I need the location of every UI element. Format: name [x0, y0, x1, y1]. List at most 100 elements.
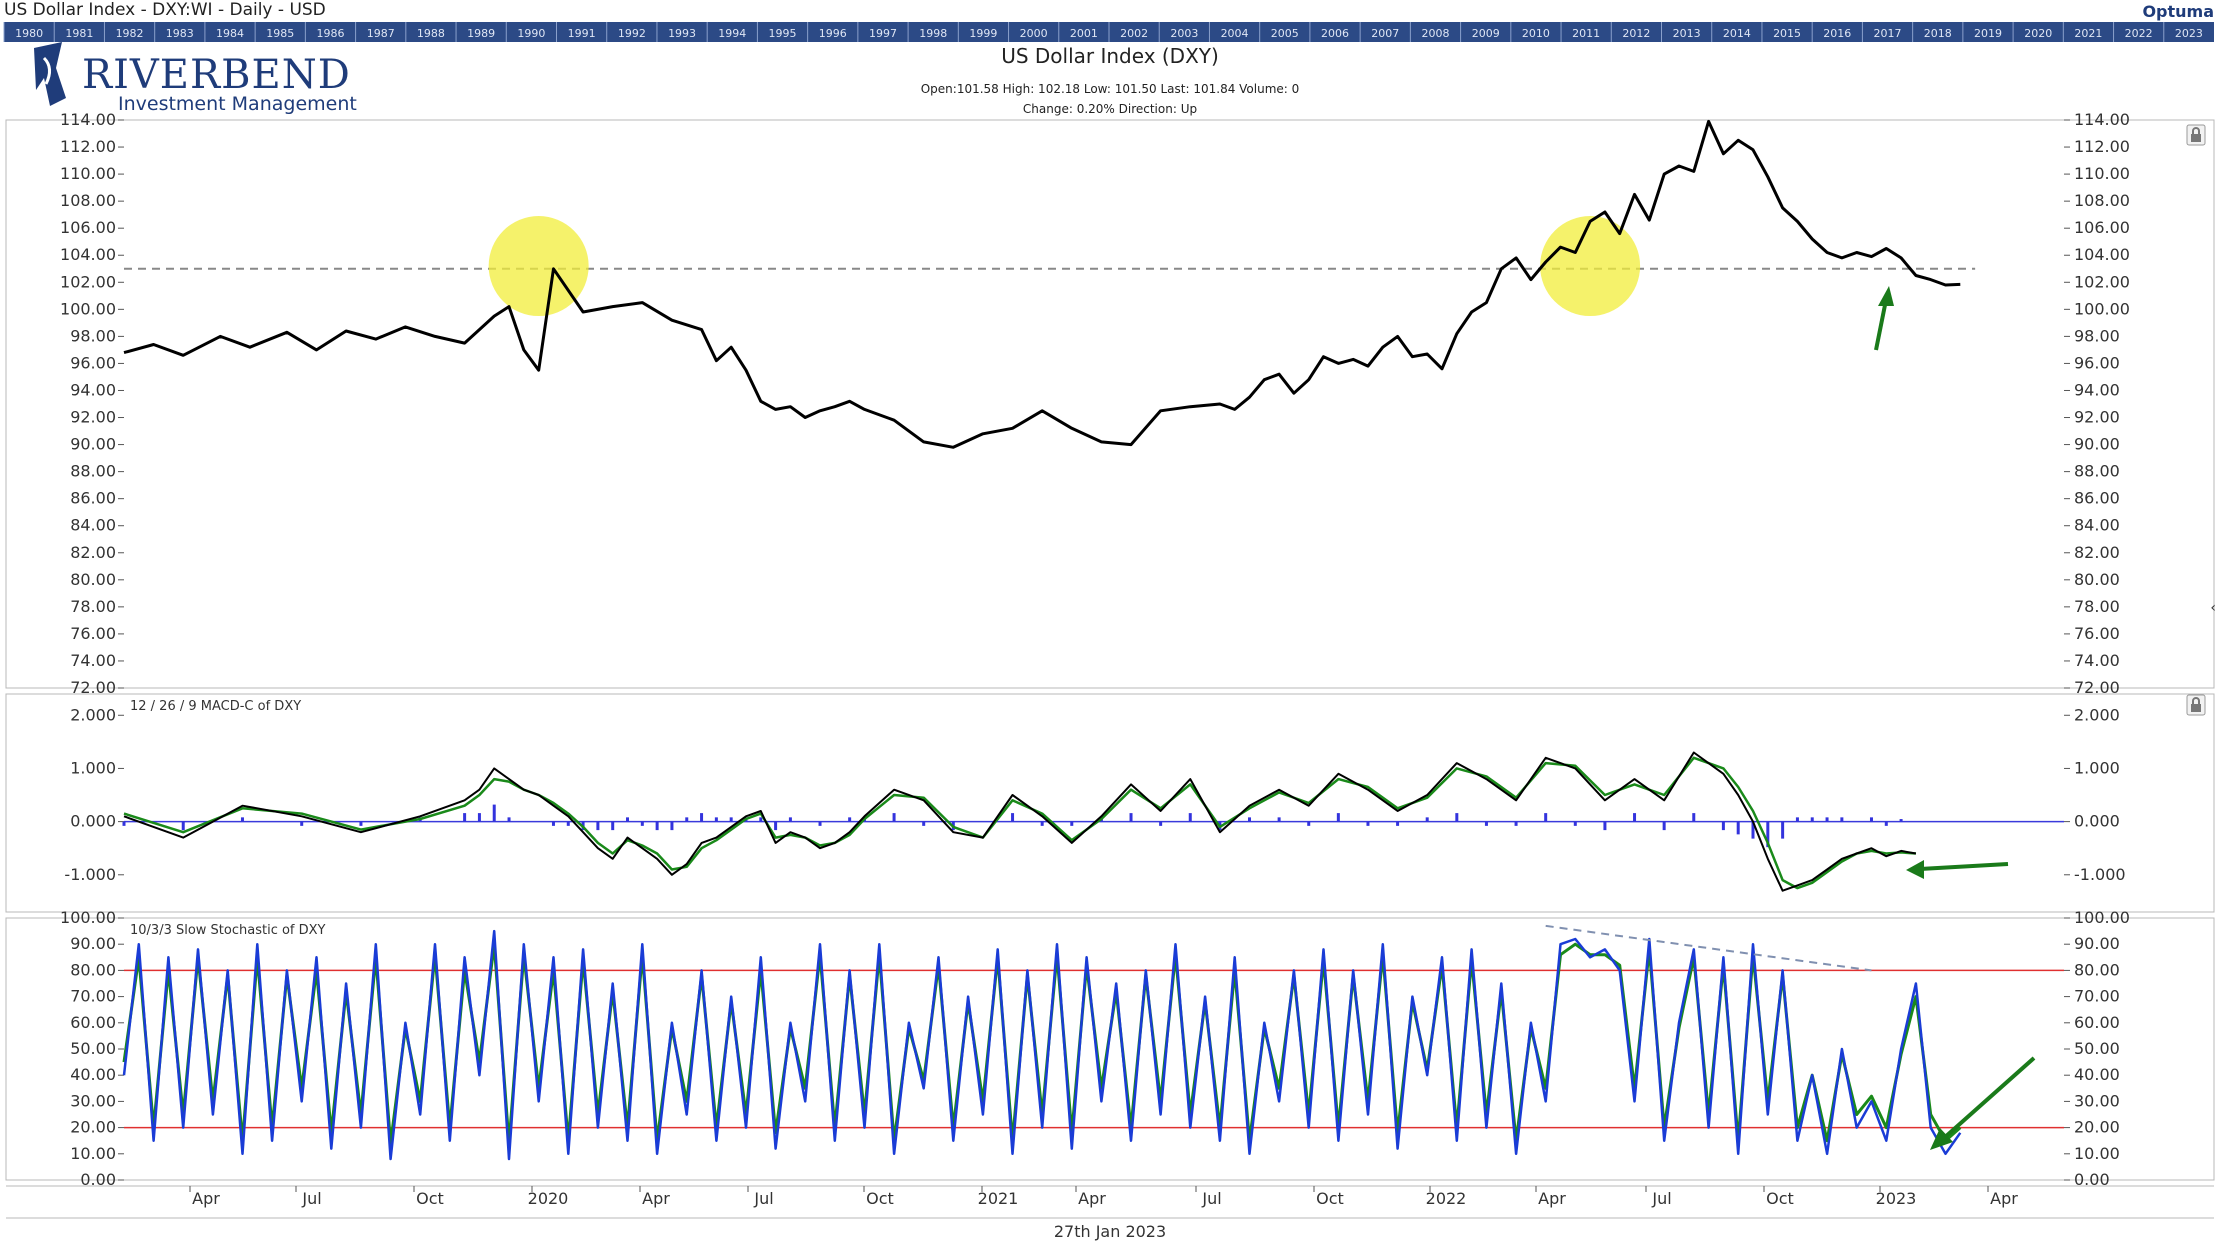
x-axis-tick-label: Apr	[1990, 1189, 2018, 1208]
stoch-axis-left-tick-label: 60.00	[70, 1013, 116, 1032]
timeline-year-label: 2002	[1120, 27, 1148, 40]
footer-date: 27th Jan 2023	[1053, 1222, 1167, 1241]
price-axis-left-tick-label: 96.00	[70, 353, 116, 372]
price-axis-right-tick-label: 92.00	[2074, 408, 2120, 427]
timeline-year-label: 1998	[919, 27, 947, 40]
x-axis-tick-label: Apr	[1078, 1189, 1106, 1208]
price-axis-right-tick-label: 106.00	[2074, 218, 2130, 237]
price-axis-right-tick-label: 102.00	[2074, 272, 2130, 291]
stoch-axis-left-tick-label: 20.00	[70, 1118, 116, 1137]
stoch-axis-left-tick-label: 100.00	[60, 908, 116, 927]
brand-logo-icon	[34, 42, 66, 106]
timeline-year-label: 2020	[2024, 27, 2052, 40]
timeline-year-label: 2019	[1974, 27, 2002, 40]
price-axis-right-tick-label: 80.00	[2074, 570, 2120, 589]
stoch-axis-left-tick-label: 90.00	[70, 934, 116, 953]
stoch-arrow-head	[1930, 1128, 1953, 1150]
stoch-axis-left-tick-label: 10.00	[70, 1144, 116, 1163]
timeline-year-label: 1991	[568, 27, 596, 40]
stoch-axis-right-tick-label: 100.00	[2074, 908, 2130, 927]
price-axis-right-tick-label: 98.00	[2074, 326, 2120, 345]
price-arrow-head	[1878, 286, 1894, 306]
price-axis-right-tick-label: 104.00	[2074, 245, 2130, 264]
stoch-axis-right-tick-label: 10.00	[2074, 1144, 2120, 1163]
expand-panel-icon[interactable]: ‹	[2210, 600, 2216, 616]
stoch-divergence-line	[1545, 924, 1872, 972]
timeline-year-label: 1988	[417, 27, 445, 40]
timeline-year-label: 2023	[2175, 27, 2203, 40]
lock-icon-price[interactable]	[2186, 124, 2206, 146]
timeline-year-label: 2013	[1673, 27, 1701, 40]
stoch-panel-title: 10/3/3 Slow Stochastic of DXY	[130, 923, 326, 938]
panel-frame-price	[5, 119, 2215, 689]
timeline-year-label: 1982	[116, 27, 144, 40]
timeline-year-label: 1995	[769, 27, 797, 40]
timeline-year-label: 2016	[1823, 27, 1851, 40]
timeline-year-label: 2018	[1924, 27, 1952, 40]
stoch-k-line	[122, 929, 1962, 1161]
timeline-year-label: 1985	[266, 27, 294, 40]
price-axis-left-tick-label: 74.00	[70, 651, 116, 670]
stoch-axis-left-tick-label: 70.00	[70, 987, 116, 1006]
price-arrow-shaft	[1874, 299, 1888, 351]
timeline-year-label: 2011	[1572, 27, 1600, 40]
lock-icon-macd[interactable]	[2186, 694, 2206, 716]
chart-title: US Dollar Index (DXY)	[1001, 44, 1219, 68]
timeline-year-label: 1983	[166, 27, 194, 40]
x-axis-tick-label: Oct	[416, 1189, 444, 1208]
stoch-axis-left-tick-label: 30.00	[70, 1091, 116, 1110]
macd-axis-left-tick-label: 2.000	[70, 705, 116, 724]
timeline-year-label: 2003	[1170, 27, 1198, 40]
timeline-year-label: 1997	[869, 27, 897, 40]
macd-line	[123, 751, 1917, 892]
price-axis-right-tick-label: 74.00	[2074, 651, 2120, 670]
price-series-line	[123, 119, 1961, 449]
timeline-year-label: 2006	[1321, 27, 1349, 40]
price-axis-right-tick-label: 88.00	[2074, 462, 2120, 481]
x-axis-tick-label: Oct	[1766, 1189, 1794, 1208]
timeline-year-label: 1981	[65, 27, 93, 40]
price-axis-left-tick-label: 72.00	[70, 678, 116, 697]
price-axis-left-tick-label: 104.00	[60, 245, 116, 264]
macd-axis-left-tick-label: -1.000	[64, 865, 116, 884]
x-axis-tick-label: Jul	[301, 1189, 321, 1208]
x-axis-tick-label: Apr	[192, 1189, 220, 1208]
timeline-year-label: 2022	[2125, 27, 2153, 40]
x-axis-tick-label: Jul	[1651, 1189, 1671, 1208]
x-axis-tick-label: 2022	[1426, 1189, 1467, 1208]
price-axis-right-tick-label: 94.00	[2074, 380, 2120, 399]
macd-axis-left-tick-label: 1.000	[70, 758, 116, 777]
price-axis-right-tick-label: 100.00	[2074, 299, 2130, 318]
x-axis-tick-label: 2023	[1876, 1189, 1917, 1208]
brand-name: RIVERBEND	[82, 52, 351, 98]
x-axis-tick-label: Oct	[866, 1189, 894, 1208]
vendor-logo: Optuma	[2142, 2, 2214, 21]
macd-signal-line	[123, 756, 1916, 890]
timeline-year-label: 2010	[1522, 27, 1550, 40]
price-axis-right-tick-label: 72.00	[2074, 678, 2120, 697]
stoch-axis-right-tick-label: 60.00	[2074, 1013, 2120, 1032]
timeline-year-label: 1996	[819, 27, 847, 40]
timeline-year-label: 2007	[1371, 27, 1399, 40]
timeline-year-label: 1990	[517, 27, 545, 40]
price-axis-left-tick-label: 80.00	[70, 570, 116, 589]
x-axis-tick-label: Jul	[1201, 1189, 1221, 1208]
macd-axis-right-tick-label: 2.000	[2074, 705, 2120, 724]
stoch-axis-right-tick-label: 30.00	[2074, 1091, 2120, 1110]
x-axis-tick-label: Oct	[1316, 1189, 1344, 1208]
change-readout: Change: 0.20% Direction: Up	[1022, 102, 1198, 116]
price-axis-left-tick-label: 84.00	[70, 516, 116, 535]
panel-frame-macd	[5, 693, 2215, 913]
ohlc-readout: Open:101.58 High: 102.18 Low: 101.50 Las…	[920, 82, 1300, 96]
macd-axis-right-tick-label: -1.000	[2074, 865, 2126, 884]
timeline-year-label: 1992	[618, 27, 646, 40]
price-axis-right-tick-label: 108.00	[2074, 191, 2130, 210]
stoch-axis-right-tick-label: 0.00	[2074, 1170, 2110, 1189]
stoch-axis-right-tick-label: 70.00	[2074, 987, 2120, 1006]
price-axis-left-tick-label: 76.00	[70, 624, 116, 643]
timeline-year-label: 1986	[316, 27, 344, 40]
timeline-year-label: 2017	[1874, 27, 1902, 40]
macd-axis-left-tick-label: 0.000	[70, 812, 116, 831]
